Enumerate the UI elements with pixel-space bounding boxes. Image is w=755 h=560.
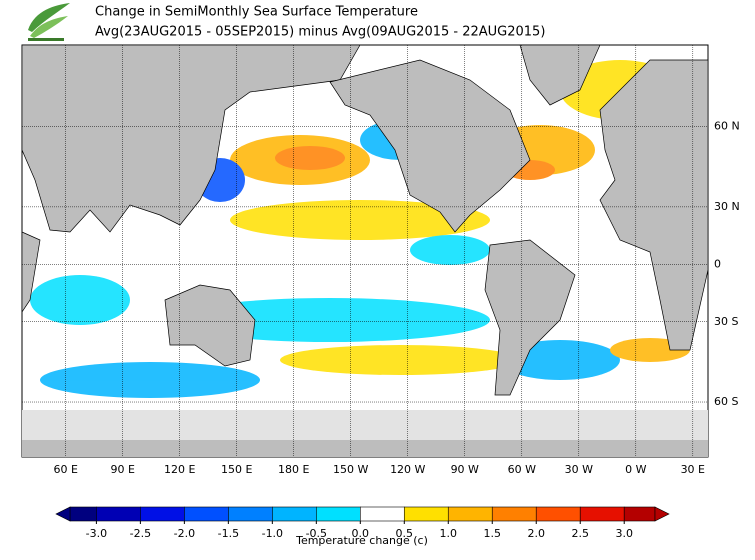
colorbar-tick-label: 1.5 bbox=[484, 527, 502, 540]
x-tick-label: 90 W bbox=[451, 463, 479, 476]
colorbar-segment bbox=[623, 506, 656, 522]
colorbar-segment bbox=[403, 506, 449, 522]
x-tick-label: 90 E bbox=[110, 463, 134, 476]
colorbar-segment bbox=[184, 506, 229, 522]
grid bbox=[22, 45, 708, 457]
colorbar: -3.0 -2.5 -2.0 -1.5 -1.0 -0.5 0.0 0.5 1.0 1.5 2.0 2… bbox=[55, 506, 670, 540]
colorbar-segment bbox=[491, 506, 537, 522]
x-tick-label: 120 E bbox=[164, 463, 195, 476]
x-tick-label: 150 W bbox=[333, 463, 368, 476]
x-tick-label: 150 E bbox=[221, 463, 252, 476]
land bbox=[21, 44, 709, 457]
colorbar-tick-label: -1.0 bbox=[262, 527, 283, 540]
x-tick-label: 180 E bbox=[278, 463, 309, 476]
title: Change in SemiMonthly Sea Surface Temper… bbox=[95, 5, 418, 20]
x-tick-label: 0 W bbox=[625, 463, 646, 476]
colorbar-label: Temperature change (c) bbox=[295, 534, 428, 547]
y-tick-label: 0 bbox=[714, 257, 721, 270]
subtitle: Avg(23AUG2015 - 05SEP2015) minus Avg(09A… bbox=[95, 25, 545, 40]
x-tick-label: 60 E bbox=[53, 463, 77, 476]
x-tick-label: 30 E bbox=[681, 463, 705, 476]
y-tick-label: 30 S bbox=[714, 315, 738, 328]
colorbar-tick-label: 3.0 bbox=[615, 527, 633, 540]
colorbar-tick-label: -1.5 bbox=[218, 527, 239, 540]
colorbar-segment bbox=[579, 506, 625, 522]
colorbar-tick-label: 2.5 bbox=[571, 527, 589, 540]
colorbar-tick-label: 2.0 bbox=[527, 527, 545, 540]
colorbar-segment bbox=[316, 506, 361, 522]
logo bbox=[28, 3, 70, 41]
colorbar-tick-label: 0.5 bbox=[396, 527, 414, 540]
map bbox=[21, 44, 709, 458]
colorbar-end bbox=[654, 506, 670, 522]
colorbar-segment bbox=[96, 506, 141, 522]
colorbar-segment bbox=[228, 506, 273, 522]
x-tick-label: 120 W bbox=[390, 463, 425, 476]
y-tick-label: 60 N bbox=[714, 120, 740, 133]
colorbar-tick-label: -2.5 bbox=[130, 527, 151, 540]
colorbar-segment bbox=[69, 506, 97, 522]
colorbar-tick-label: 1.0 bbox=[440, 527, 458, 540]
colorbar-tick-label: 0.0 bbox=[352, 527, 370, 540]
colorbar-end bbox=[55, 506, 71, 522]
colorbar-segment bbox=[272, 506, 317, 522]
colorbar-segment bbox=[140, 506, 185, 522]
y-tick-label: 30 N bbox=[714, 200, 740, 213]
colorbar-segment bbox=[360, 506, 405, 522]
colorbar-segment bbox=[447, 506, 493, 522]
colorbar-tick-label: -3.0 bbox=[86, 527, 107, 540]
x-tick-label: 60 W bbox=[508, 463, 536, 476]
y-tick-label: 60 S bbox=[714, 395, 738, 408]
colorbar-segment bbox=[535, 506, 581, 522]
colorbar-tick-label: -2.0 bbox=[174, 527, 195, 540]
colorbar-tick-label: -0.5 bbox=[306, 527, 327, 540]
x-tick-label: 30 W bbox=[565, 463, 593, 476]
